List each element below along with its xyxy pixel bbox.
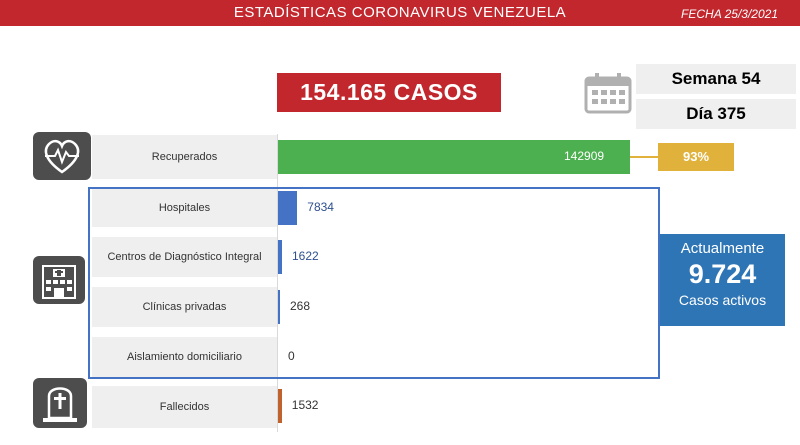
bar-value-label-6: 1532 xyxy=(291,398,319,412)
heart-pulse-icon xyxy=(33,132,91,180)
bar-6 xyxy=(278,389,282,423)
active-cases-caption-top: Actualmente xyxy=(680,240,765,257)
total-cases-badge: 154.165 CASOS xyxy=(277,73,501,112)
bar-value-label-3: 1622 xyxy=(291,249,319,263)
active-cases-caption-bottom: Casos activos xyxy=(678,292,767,308)
bar-1 xyxy=(278,140,630,174)
bar-4 xyxy=(278,290,280,324)
day-box: Día 375 xyxy=(636,99,796,129)
active-cases-box: Actualmente 9.724 Casos activos xyxy=(660,234,785,326)
row-label-aislamiento: Aislamiento domiciliario xyxy=(92,337,277,377)
percent-connector xyxy=(630,156,658,158)
chart-axis xyxy=(277,134,278,432)
recovered-percent-badge: 93% xyxy=(658,143,734,171)
tombstone-icon xyxy=(33,378,87,428)
active-cases-value: 9.724 xyxy=(688,259,757,289)
row-label-clinicas: Clínicas privadas xyxy=(92,287,277,327)
report-date: FECHA 25/3/2021 xyxy=(681,7,778,21)
calendar-icon xyxy=(584,73,632,114)
bar-value-label-1: 142909 xyxy=(564,149,605,163)
active-cases-frame xyxy=(88,187,660,379)
bar-value-label-5: 0 xyxy=(288,349,295,363)
row-label-recuperados: Recuperados xyxy=(92,135,277,179)
bar-2 xyxy=(278,191,298,225)
row-label-hospitales: Hospitales xyxy=(92,189,277,227)
bar-value-label-2: 7834 xyxy=(307,200,334,214)
bar-3 xyxy=(278,240,282,274)
page-title: ESTADÍSTICAS CORONAVIRUS VENEZUELA xyxy=(233,4,567,21)
row-label-fallecidos: Fallecidos xyxy=(92,386,277,428)
week-box: Semana 54 xyxy=(636,64,796,94)
bar-value-label-4: 268 xyxy=(290,299,311,313)
hospital-building-icon xyxy=(33,256,85,304)
row-label-cdi: Centros de Diagnóstico Integral xyxy=(92,237,277,277)
header-bar: ESTADÍSTICAS CORONAVIRUS VENEZUELA FECHA… xyxy=(0,0,800,26)
